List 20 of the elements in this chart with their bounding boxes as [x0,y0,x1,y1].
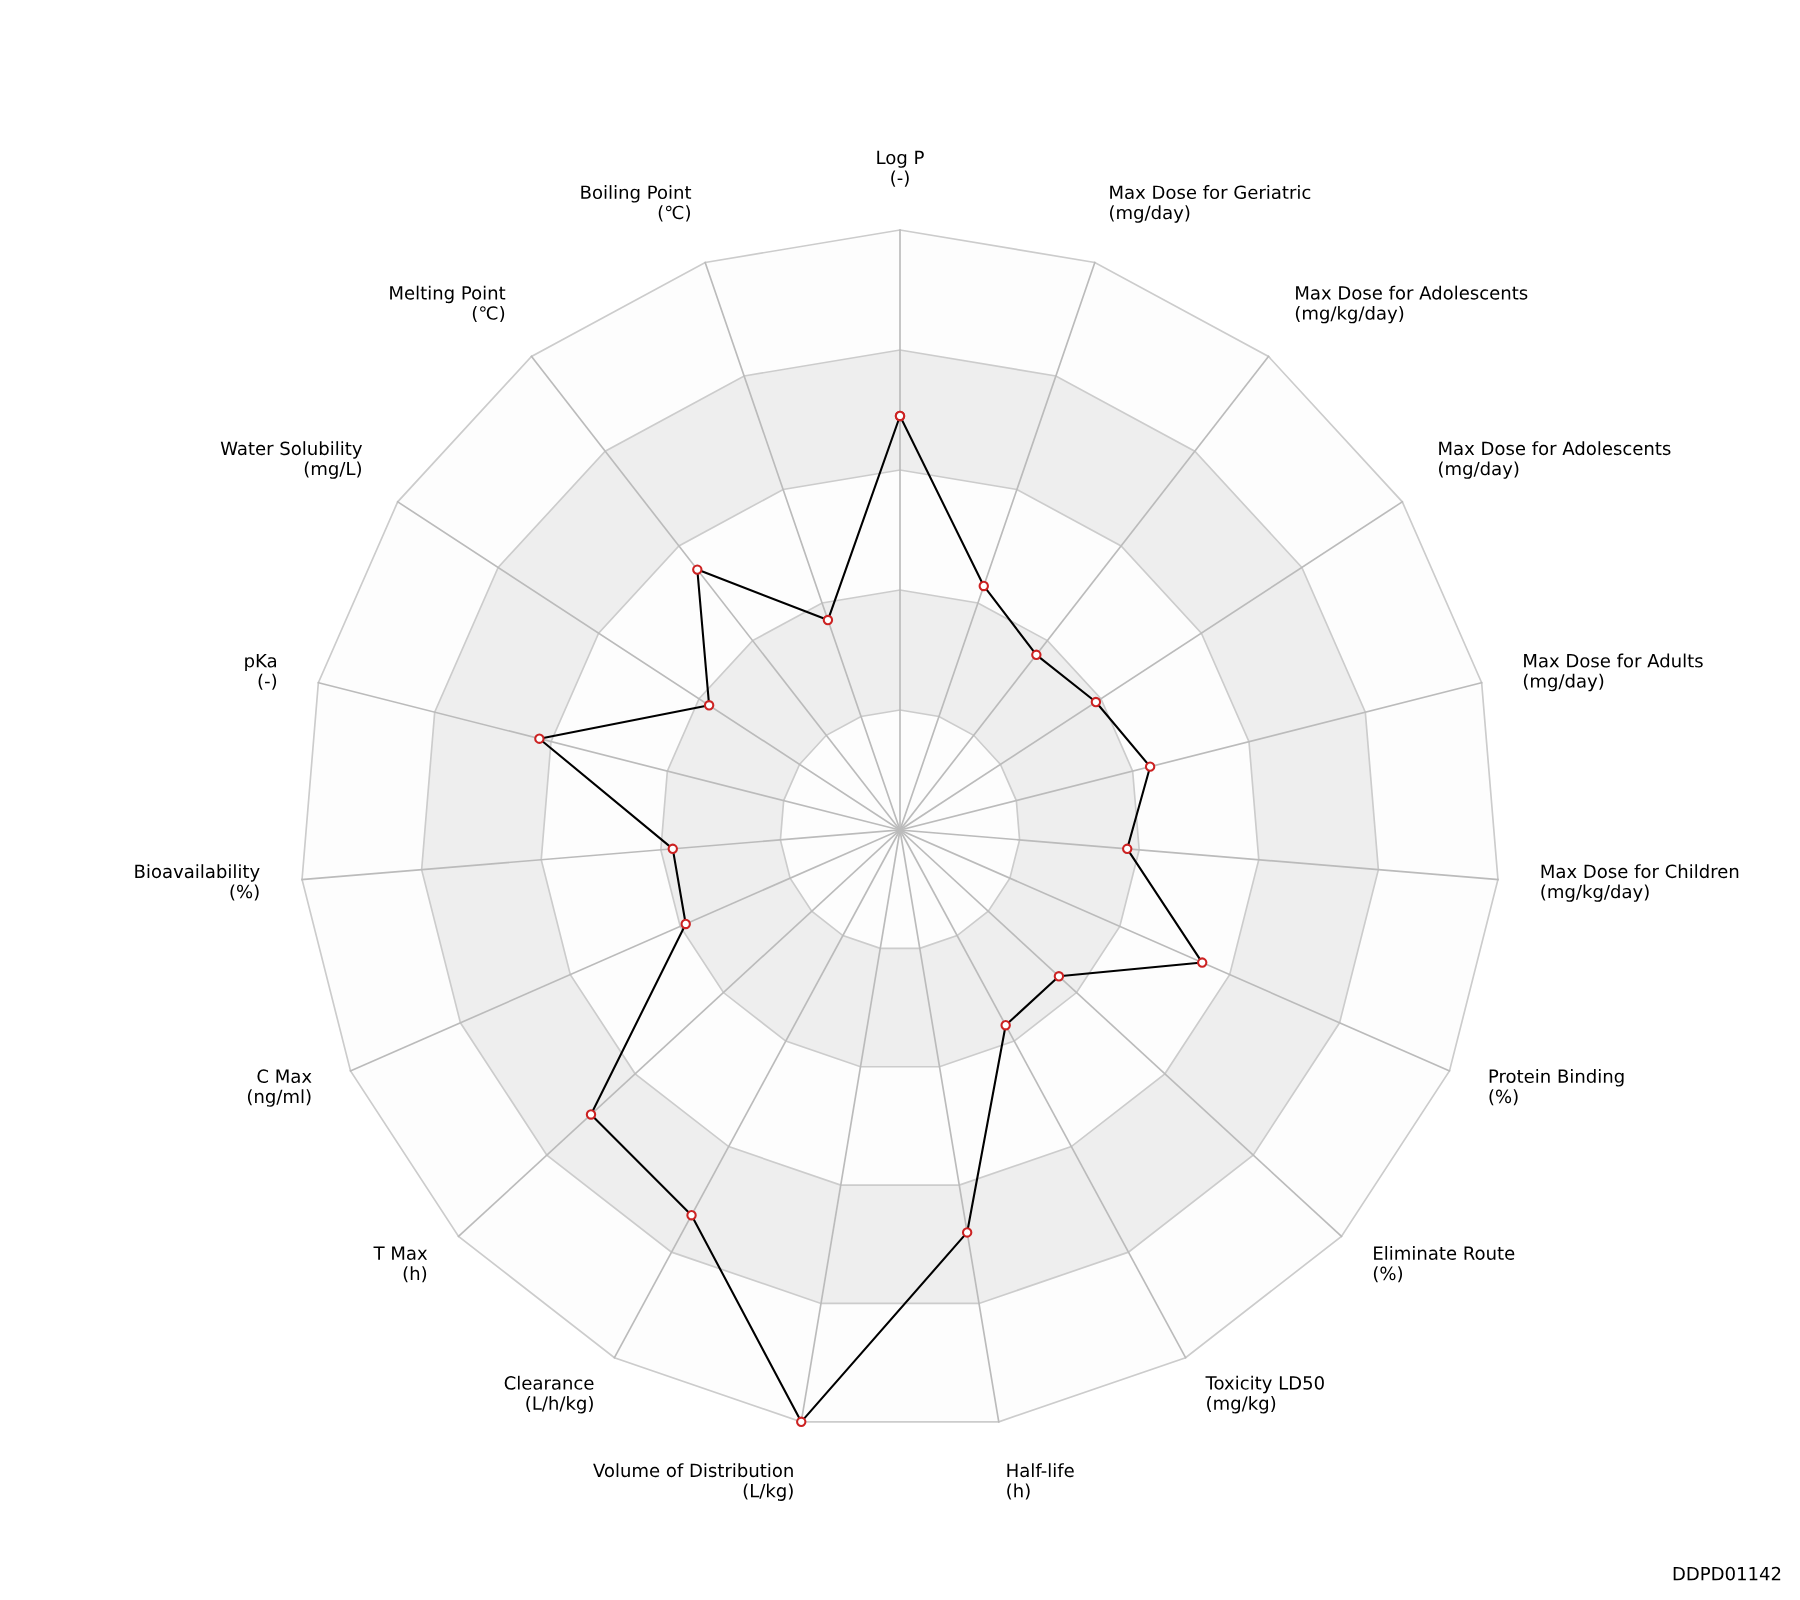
spoke-label: Eliminate Route (%) [1373,1245,1515,1283]
text: DDPD01142 [1673,1566,1781,1581]
spoke-label: Melting Point (℃) [390,285,506,322]
spoke-label: Boiling Point (℃) [581,185,692,222]
spoke-label: Bioavailability (%) [135,864,260,901]
spoke-label: pKa (-) [245,654,277,690]
spoke-label: Max Dose for Geriatric (mg/day) [1110,185,1311,223]
spoke-label: Water Solubility (mg/L) [220,441,362,479]
spoke-label: Max Dose for Adolescents (mg/kg/day) [1295,285,1528,324]
spoke-label: C Max (ng/ml) [247,1069,312,1107]
spoke-label: Max Dose for Adults (mg/day) [1523,653,1703,692]
spoke-label: Half-life (h) [1007,1463,1074,1500]
spoke-label: Toxicity LD50 (mg/kg) [1205,1375,1324,1414]
spoke-label: Max Dose for Children (mg/kg/day) [1541,864,1739,902]
spoke-label: T Max (h) [373,1246,428,1283]
spoke-label: Clearance (L/h/kg) [504,1375,594,1414]
spoke-label: Max Dose for Adolescents (mg/day) [1439,441,1671,479]
spoke-label: Log P (-) [877,150,924,187]
spoke-label: Volume of Distribution (L/kg) [593,1463,793,1501]
spoke-label: Protein Binding (%) [1489,1069,1624,1106]
